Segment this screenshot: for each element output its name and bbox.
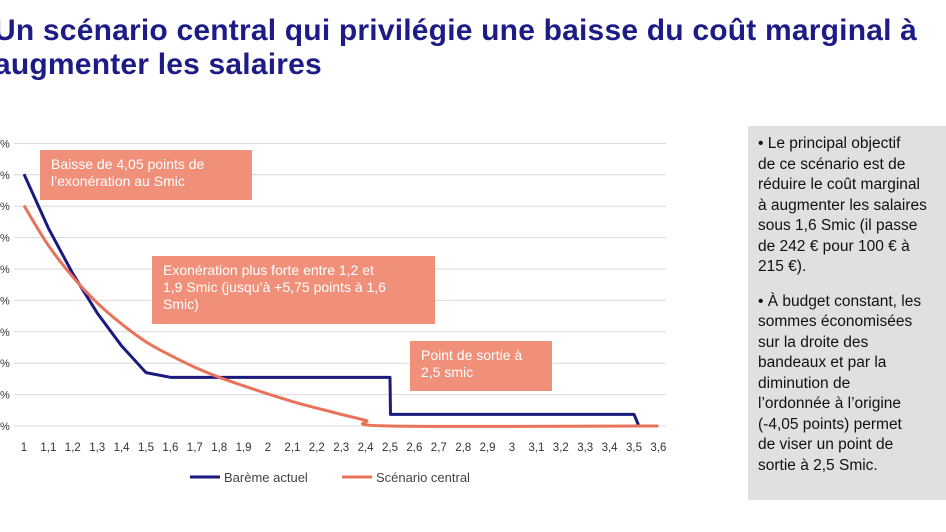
x-tick-label: 1,2 — [65, 442, 81, 454]
x-tick-label: 3,2 — [553, 442, 569, 454]
annotations: Baisse de 4,05 points de l’exonération au… — [40, 150, 552, 391]
x-tick-label: 3,5 — [626, 442, 642, 454]
sidebar-paragraph-2: • À budget constant, les sommes économis… — [758, 292, 922, 474]
legend-label: Scénario central — [376, 470, 470, 485]
y-tick-label: % — [0, 264, 10, 276]
series-lines — [22, 173, 659, 428]
annotation-text: Point de sortie à 2,5 smic — [421, 347, 522, 380]
legend: Barème actuel Scénario central — [190, 470, 470, 485]
legend-item: Scénario central — [342, 470, 470, 485]
x-tick-label: 3,3 — [577, 442, 593, 454]
y-tick-label: % — [0, 233, 10, 245]
annotation-box — [410, 341, 552, 391]
y-tick-label: % — [0, 358, 10, 370]
title-line-1: Un scénario central qui privilégie une b… — [0, 14, 918, 47]
annotation-line: l’exonération au Smic — [51, 173, 185, 189]
x-tick-label: 1,3 — [89, 442, 105, 454]
series-line-bareme-actuel — [22, 173, 641, 427]
x-tick-label: 2,8 — [455, 442, 471, 454]
x-tick-label: 2,7 — [431, 442, 447, 454]
annotation-text: Baisse de 4,05 points de l’exonération au… — [51, 156, 205, 189]
annotation-line: Point de sortie à — [421, 347, 522, 363]
annotation-box — [40, 150, 252, 200]
x-tick-label: 2,5 — [382, 442, 398, 454]
legend-label: Barème actuel — [224, 470, 308, 485]
sidebar-paragraph-1: • Le principal objectif de ce scénario e… — [758, 135, 927, 275]
slide-title: Un scénario central qui privilégie une b… — [0, 14, 940, 82]
x-tick-label: 1,8 — [211, 442, 227, 454]
annotation-text: Exonération plus forte entre 1,2 et 1,9 S… — [163, 262, 386, 312]
x-tick-label: 3,4 — [602, 442, 619, 454]
x-tick-label: 2 — [265, 442, 271, 454]
y-tick-label: % — [0, 138, 10, 150]
x-tick-label: 2,1 — [284, 442, 300, 454]
annotation-line: Baisse de 4,05 points de — [51, 156, 205, 172]
x-tick-label: 2,3 — [333, 442, 349, 454]
x-tick-label: 1,5 — [138, 442, 154, 454]
x-tick-label: 2,4 — [358, 442, 375, 454]
x-tick-label: 1,9 — [236, 442, 252, 454]
sidebar-panel: • Le principal objectif de ce scénario e… — [748, 126, 946, 500]
series-line-scenario-central — [22, 204, 659, 428]
annotation-point-sortie: Point de sortie à 2,5 smic — [410, 341, 552, 391]
legend-item: Barème actuel — [190, 470, 308, 485]
annotation-box — [152, 256, 435, 324]
x-tick-label: 1 — [21, 442, 27, 454]
y-tick-label: % — [0, 295, 10, 307]
x-tick-labels: 1 1,1 1,2 1,3 1,4 1,5 1,6 1,7 1,8 1,9 2 2,1 2,2 2,3 2,… — [21, 442, 667, 454]
annotation-line: 2,5 smic — [421, 364, 473, 380]
annotation-exoneration: Exonération plus forte entre 1,2 et 1,9 S… — [152, 256, 435, 324]
y-tick-label: % — [0, 327, 10, 339]
x-tick-label: 1,1 — [40, 442, 56, 454]
x-tick-label: 2,2 — [309, 442, 325, 454]
y-tick-label: % — [0, 201, 10, 213]
y-tick-label: % — [0, 390, 10, 402]
x-tick-label: 3,6 — [650, 442, 666, 454]
y-tick-label: % — [0, 421, 10, 433]
annotation-line: Smic) — [163, 296, 199, 312]
annotation-baisse: Baisse de 4,05 points de l’exonération au… — [40, 150, 252, 200]
x-tick-label: 2,9 — [480, 442, 496, 454]
annotation-line: 1,9 Smic (jusqu’à +5,75 points à 1,6 — [163, 279, 386, 295]
x-tick-label: 2,6 — [406, 442, 422, 454]
y-tick-label: % — [0, 170, 10, 182]
y-tick-labels: %%%%%%%%%% — [0, 138, 10, 433]
x-tick-label: 3 — [509, 442, 515, 454]
line-chart: %%%%%%%%%% 1 1,1 1,2 1,3 1,4 1,5 1,6 1,7 1,8 1,9 2… — [0, 138, 667, 485]
x-tick-label: 1,4 — [114, 442, 131, 454]
x-tick-label: 3,1 — [528, 442, 544, 454]
x-tick-label: 1,6 — [162, 442, 178, 454]
annotation-line: Exonération plus forte entre 1,2 et — [163, 262, 374, 278]
title-line-2: augmenter les salaires — [0, 48, 322, 81]
x-tick-label: 1,7 — [187, 442, 203, 454]
